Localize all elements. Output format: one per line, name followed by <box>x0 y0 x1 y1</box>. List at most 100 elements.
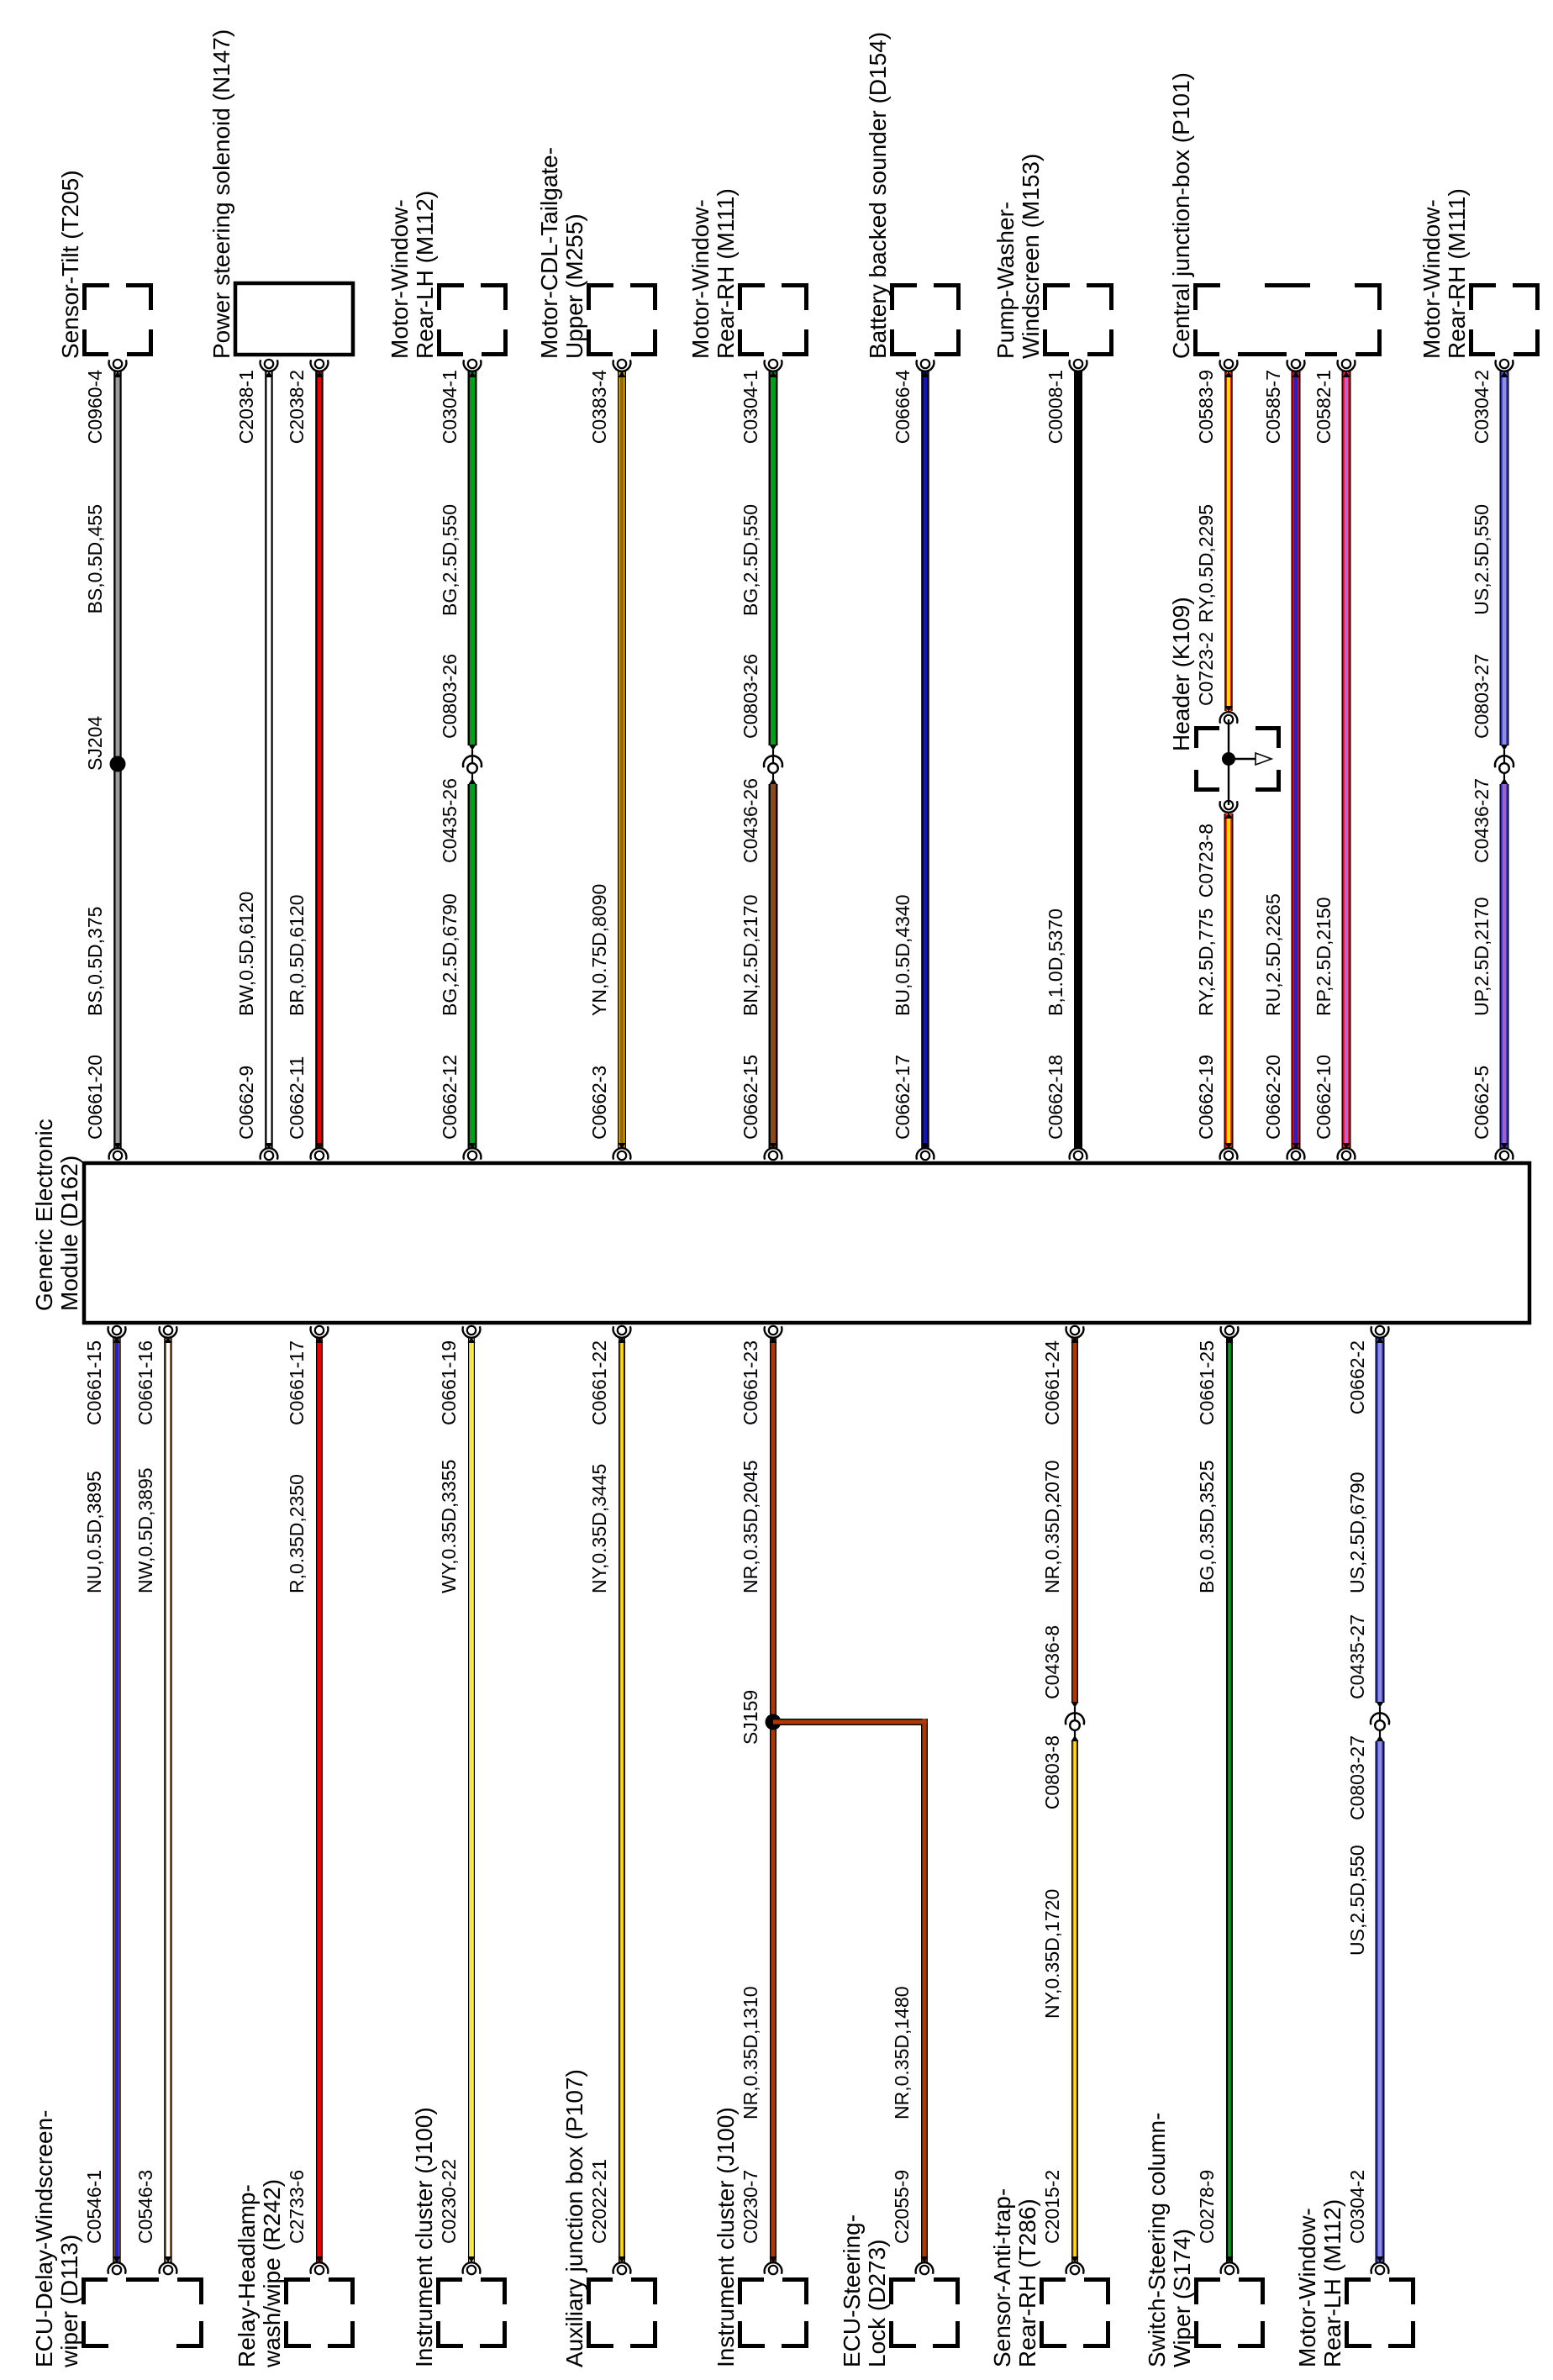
svg-text:C0546-1: C0546-1 <box>83 2170 105 2244</box>
svg-text:C0435-27: C0435-27 <box>1346 1614 1368 1699</box>
svg-text:C0661-25: C0661-25 <box>1196 1340 1218 1425</box>
svg-text:Generic Electronic: Generic Electronic <box>31 1119 57 1311</box>
svg-text:NR,0.35D,2070: NR,0.35D,2070 <box>1041 1460 1063 1593</box>
svg-text:BG,2.5D,6790: BG,2.5D,6790 <box>439 893 461 1016</box>
svg-text:Rear-RH (M111): Rear-RH (M111) <box>1444 188 1470 359</box>
svg-text:C0662-3: C0662-3 <box>588 1066 610 1140</box>
svg-text:C0304-1: C0304-1 <box>439 370 461 444</box>
svg-text:US,2.5D,6790: US,2.5D,6790 <box>1346 1472 1368 1593</box>
svg-text:C0278-9: C0278-9 <box>1196 2170 1218 2244</box>
svg-text:US,2.5D,550: US,2.5D,550 <box>1346 1845 1368 1956</box>
svg-text:B,1.0D,5370: B,1.0D,5370 <box>1045 908 1066 1016</box>
svg-text:ECU-Delay-Windscreen-: ECU-Delay-Windscreen- <box>31 2109 57 2367</box>
svg-text:C0661-16: C0661-16 <box>134 1340 156 1425</box>
svg-text:RY,0.5D,2295: RY,0.5D,2295 <box>1195 504 1217 623</box>
svg-text:Wiper (S174): Wiper (S174) <box>1169 2229 1195 2367</box>
svg-text:C0383-4: C0383-4 <box>588 370 610 444</box>
svg-text:C0661-15: C0661-15 <box>83 1340 105 1425</box>
svg-text:Windscreen (M153): Windscreen (M153) <box>1018 154 1044 359</box>
svg-text:C0662-12: C0662-12 <box>439 1055 461 1140</box>
svg-text:BG,2.5D,550: BG,2.5D,550 <box>439 504 461 616</box>
svg-text:C0436-26: C0436-26 <box>740 778 761 863</box>
svg-text:C0304-1: C0304-1 <box>740 370 761 444</box>
svg-text:Sensor-Tilt (T205): Sensor-Tilt (T205) <box>57 170 83 359</box>
svg-text:Motor-Window-: Motor-Window- <box>1419 199 1445 359</box>
svg-text:C0230-7: C0230-7 <box>740 2170 761 2244</box>
svg-text:C0662-20: C0662-20 <box>1262 1055 1284 1140</box>
svg-text:NR,0.35D,2045: NR,0.35D,2045 <box>740 1460 761 1593</box>
svg-text:wiper (D113): wiper (D113) <box>56 2235 82 2368</box>
svg-text:YN,0.75D,8090: YN,0.75D,8090 <box>588 884 610 1016</box>
svg-text:NY,0.35D,3445: NY,0.35D,3445 <box>588 1464 610 1593</box>
svg-text:C0662-2: C0662-2 <box>1346 1340 1368 1414</box>
svg-text:Central junction-box (P101): Central junction-box (P101) <box>1168 72 1194 359</box>
svg-text:NR,0.35D,1310: NR,0.35D,1310 <box>740 1986 761 2119</box>
svg-text:C0803-26: C0803-26 <box>740 654 761 739</box>
svg-text:C2055-9: C2055-9 <box>891 2170 913 2244</box>
svg-text:UP,2.5D,2170: UP,2.5D,2170 <box>1471 897 1492 1016</box>
svg-text:C0803-27: C0803-27 <box>1346 1735 1368 1820</box>
svg-text:NW,0.5D,3895: NW,0.5D,3895 <box>134 1467 156 1593</box>
svg-text:C0662-15: C0662-15 <box>740 1055 761 1140</box>
svg-text:BS,0.5D,375: BS,0.5D,375 <box>84 907 106 1016</box>
svg-text:Rear-RH (M111): Rear-RH (M111) <box>713 188 739 359</box>
svg-text:Header (K109): Header (K109) <box>1168 597 1194 751</box>
svg-text:Motor-Window-: Motor-Window- <box>687 199 713 359</box>
svg-text:SJ204: SJ204 <box>84 716 106 771</box>
svg-text:Motor-CDL-Tailgate-: Motor-CDL-Tailgate- <box>536 147 562 359</box>
svg-text:Motor-Window-: Motor-Window- <box>387 199 413 359</box>
svg-text:Sensor-Anti-trap-: Sensor-Anti-trap- <box>989 2188 1015 2367</box>
svg-text:RU,2.5D,2265: RU,2.5D,2265 <box>1262 893 1284 1016</box>
svg-text:C2022-21: C2022-21 <box>588 2159 610 2244</box>
svg-text:C0661-17: C0661-17 <box>286 1340 308 1425</box>
svg-text:C0546-3: C0546-3 <box>134 2170 156 2244</box>
svg-text:C0582-1: C0582-1 <box>1313 370 1335 444</box>
svg-text:BN,2.5D,2170: BN,2.5D,2170 <box>740 895 761 1016</box>
svg-text:US,2.5D,550: US,2.5D,550 <box>1471 504 1492 615</box>
svg-text:BW,0.5D,6120: BW,0.5D,6120 <box>235 892 257 1016</box>
svg-text:C2038-1: C2038-1 <box>235 370 257 444</box>
svg-text:BR,0.5D,6120: BR,0.5D,6120 <box>286 895 308 1016</box>
svg-text:SJ159: SJ159 <box>740 1690 761 1745</box>
svg-text:C0661-20: C0661-20 <box>84 1055 106 1140</box>
svg-text:C0662-11: C0662-11 <box>286 1056 308 1140</box>
svg-text:C0662-17: C0662-17 <box>892 1055 913 1140</box>
svg-text:Instrument cluster (J100): Instrument cluster (J100) <box>713 2107 739 2367</box>
svg-text:C0662-5: C0662-5 <box>1471 1066 1492 1140</box>
svg-text:C0662-10: C0662-10 <box>1313 1055 1335 1140</box>
svg-text:Lock (D273): Lock (D273) <box>864 2239 890 2367</box>
svg-text:BG,0.35D,3525: BG,0.35D,3525 <box>1196 1460 1218 1593</box>
svg-text:ECU-Steering-: ECU-Steering- <box>839 2214 865 2367</box>
svg-text:C0662-18: C0662-18 <box>1045 1055 1066 1140</box>
svg-text:Instrument cluster (J100): Instrument cluster (J100) <box>411 2107 437 2367</box>
svg-text:NR,0.35D,1480: NR,0.35D,1480 <box>891 1986 913 2119</box>
svg-text:Power steering solenoid (N147): Power steering solenoid (N147) <box>208 29 234 359</box>
svg-text:C0661-19: C0661-19 <box>438 1340 460 1425</box>
svg-text:Switch-Steering column-: Switch-Steering column- <box>1144 2113 1170 2367</box>
svg-text:RP,2.5D,2150: RP,2.5D,2150 <box>1313 897 1335 1016</box>
svg-text:Upper (M255): Upper (M255) <box>561 213 587 359</box>
svg-text:NU,0.5D,3895: NU,0.5D,3895 <box>83 1471 105 1593</box>
svg-text:BS,0.5D,455: BS,0.5D,455 <box>84 504 106 613</box>
svg-text:C2038-2: C2038-2 <box>286 370 308 444</box>
svg-text:C0436-8: C0436-8 <box>1041 1625 1063 1699</box>
svg-text:C0435-26: C0435-26 <box>439 778 461 863</box>
svg-text:C0662-19: C0662-19 <box>1195 1055 1217 1140</box>
svg-text:C0803-8: C0803-8 <box>1041 1735 1063 1809</box>
svg-text:C0008-1: C0008-1 <box>1045 370 1066 444</box>
svg-text:C0723-8: C0723-8 <box>1195 824 1217 898</box>
svg-text:C2015-2: C2015-2 <box>1041 2170 1063 2244</box>
svg-text:C0723-2: C0723-2 <box>1195 632 1217 706</box>
svg-text:RY,2.5D,775: RY,2.5D,775 <box>1195 908 1217 1016</box>
svg-text:C0803-27: C0803-27 <box>1471 654 1492 739</box>
svg-text:Rear-LH (M112): Rear-LH (M112) <box>1319 2199 1345 2367</box>
svg-text:Rear-LH (M112): Rear-LH (M112) <box>412 191 438 359</box>
svg-text:wash/wipe (R242): wash/wipe (R242) <box>259 2179 285 2368</box>
svg-text:C0436-27: C0436-27 <box>1471 778 1492 863</box>
svg-text:Motor-Window-: Motor-Window- <box>1294 2208 1320 2367</box>
svg-text:C0585-7: C0585-7 <box>1262 370 1284 444</box>
svg-text:BG,2.5D,550: BG,2.5D,550 <box>740 504 761 616</box>
svg-text:C0583-9: C0583-9 <box>1195 370 1217 444</box>
svg-text:Pump-Washer-: Pump-Washer- <box>992 202 1019 359</box>
svg-text:C0661-23: C0661-23 <box>740 1340 761 1425</box>
